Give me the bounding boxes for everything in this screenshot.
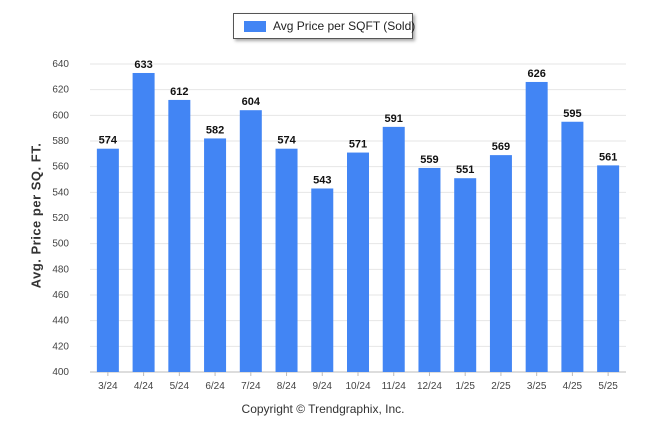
bar-value-label: 591	[385, 113, 403, 125]
y-tick-label: 500	[52, 239, 69, 250]
bar-value-label: 569	[492, 141, 510, 153]
bar-value-label: 543	[313, 174, 331, 186]
bar-value-label: 582	[206, 124, 224, 136]
bar	[168, 99, 191, 372]
y-tick-label: 400	[52, 367, 69, 378]
y-tick-label: 520	[52, 213, 69, 224]
bar-value-label: 612	[170, 86, 188, 98]
y-tick-label: 620	[52, 85, 69, 96]
x-tick-label: 12/24	[417, 381, 442, 392]
y-tick-label: 440	[52, 316, 69, 327]
y-tick-label: 580	[52, 136, 69, 147]
y-tick-label: 600	[52, 110, 69, 121]
bar-value-label: 559	[420, 154, 438, 166]
x-tick-label: 3/25	[527, 381, 547, 392]
x-tick-label: 5/25	[598, 381, 618, 392]
y-tick-label: 540	[52, 187, 69, 198]
y-axis-ticks: 400 420 440 460 480 500 520 540 560 580 600 620 640	[52, 59, 69, 378]
x-tick-label: 10/24	[345, 381, 370, 392]
bar	[597, 165, 620, 372]
x-tick-label: 9/24	[313, 381, 333, 392]
copyright-text: Copyright © Trendgraphix, Inc.	[241, 402, 405, 416]
bar-value-label: 574	[277, 135, 296, 147]
x-axis-ticks: 3/24 4/24 5/24 6/24 7/24 8/24 9/24 10/24 11/24 12…	[98, 372, 618, 392]
bar	[525, 81, 548, 372]
bars	[96, 72, 620, 372]
bar	[239, 110, 262, 372]
y-tick-label: 480	[52, 264, 69, 275]
bar-value-label: 571	[349, 139, 367, 151]
y-tick-label: 560	[52, 162, 69, 173]
bar	[204, 138, 227, 372]
bar	[275, 148, 298, 372]
value-labels: 574 633 612 582 604 574 543 571 591 559 551 569 626 5…	[99, 59, 618, 187]
x-tick-label: 3/24	[98, 381, 118, 392]
bar	[489, 155, 512, 372]
y-tick-label: 460	[52, 290, 69, 301]
bar-value-label: 626	[527, 68, 545, 80]
bar	[132, 72, 155, 372]
bar-value-label: 595	[563, 108, 581, 120]
x-tick-label: 4/25	[563, 381, 583, 392]
bar	[96, 148, 119, 372]
legend-swatch	[244, 21, 266, 32]
bar	[561, 121, 584, 372]
bar	[454, 178, 477, 372]
bar-value-label: 574	[99, 135, 118, 147]
bar-value-label: 561	[599, 151, 617, 163]
x-tick-label: 4/24	[134, 381, 154, 392]
bar	[347, 152, 369, 372]
bar-value-label: 633	[134, 59, 152, 71]
x-tick-label: 11/24	[382, 381, 407, 392]
x-tick-label: 1/25	[455, 381, 475, 392]
x-tick-label: 2/25	[491, 381, 511, 392]
bar	[311, 188, 334, 372]
y-tick-label: 640	[52, 59, 69, 70]
bar	[382, 126, 405, 372]
y-axis-label: Avg. Price per SQ. FT.	[28, 142, 44, 289]
x-tick-label: 8/24	[277, 381, 297, 392]
x-tick-label: 6/24	[205, 381, 225, 392]
x-tick-label: 7/24	[241, 381, 261, 392]
y-tick-label: 420	[52, 341, 69, 352]
bar	[418, 167, 441, 372]
bar-value-label: 551	[456, 164, 474, 176]
bar-value-label: 604	[242, 96, 261, 108]
x-tick-label: 5/24	[170, 381, 190, 392]
legend-label: Avg Price per SQFT (Sold)	[273, 19, 416, 33]
legend[interactable]: Avg Price per SQFT (Sold)	[233, 13, 416, 39]
